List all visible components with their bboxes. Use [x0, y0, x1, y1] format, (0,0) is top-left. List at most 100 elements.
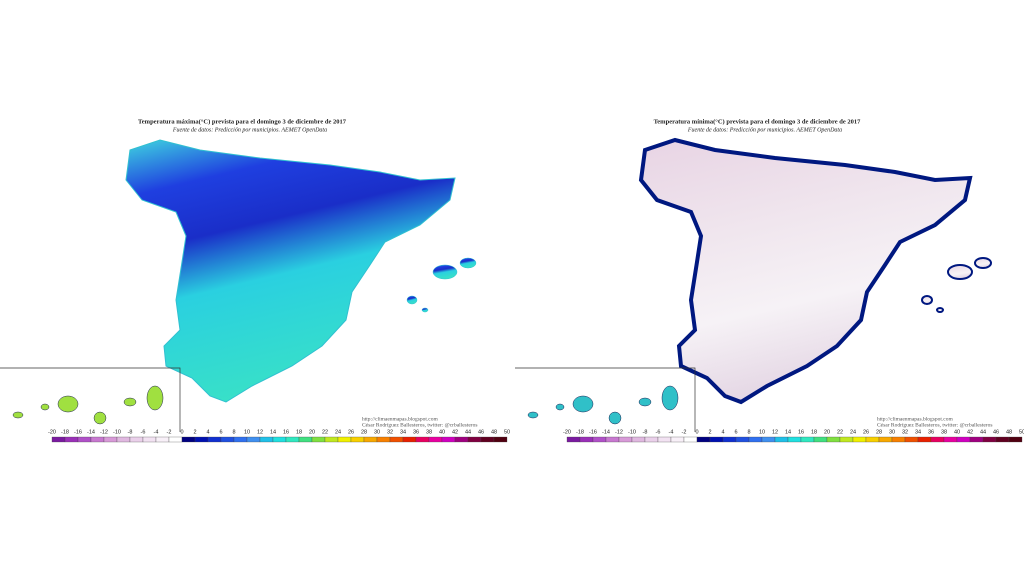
scale-swatch	[142, 436, 157, 443]
island	[57, 395, 79, 413]
scale-label: -20	[563, 429, 571, 435]
scale-label: 0	[695, 429, 698, 435]
scale-swatch	[441, 436, 456, 443]
map-source: Fuente de datos: Predicción por municipi…	[687, 127, 842, 133]
scale-label: 8	[232, 429, 235, 435]
island	[12, 411, 24, 419]
scale-swatch	[826, 436, 841, 443]
scale-label: 10	[244, 429, 250, 435]
scale-label: 32	[387, 429, 393, 435]
island	[638, 397, 652, 407]
map-region	[125, 139, 456, 403]
scale-swatch	[839, 436, 854, 443]
scale-label: 50	[1019, 429, 1024, 435]
map-title: Temperatura mínima(°C) prevista para el …	[654, 118, 862, 125]
scale-label: 0	[180, 429, 183, 435]
scale-label: 2	[193, 429, 196, 435]
scale-label: 20	[824, 429, 830, 435]
scale-swatch	[454, 436, 469, 443]
scale-swatch	[800, 436, 815, 443]
scale-swatch	[605, 436, 620, 443]
scale-swatch	[774, 436, 789, 443]
scale-label: -6	[141, 429, 146, 435]
scale-label: 18	[811, 429, 817, 435]
scale-swatch	[402, 436, 417, 443]
scale-swatch	[813, 436, 828, 443]
scale-label: 24	[850, 429, 856, 435]
scale-swatch	[735, 436, 750, 443]
scale-swatch	[930, 436, 945, 443]
scale-swatch	[852, 436, 867, 443]
scale-label: 8	[747, 429, 750, 435]
scale-swatch	[592, 436, 607, 443]
scale-label: 14	[785, 429, 791, 435]
scale-label: 44	[980, 429, 986, 435]
scale-label: 48	[491, 429, 497, 435]
scale-swatch	[865, 436, 880, 443]
scale-swatch	[272, 436, 287, 443]
scale-swatch	[969, 436, 984, 443]
scale-swatch	[748, 436, 763, 443]
island	[93, 411, 107, 425]
scale-swatch	[878, 436, 893, 443]
scale-swatch	[618, 436, 633, 443]
scale-label: 32	[902, 429, 908, 435]
map-region	[638, 137, 973, 405]
scale-swatch	[761, 436, 776, 443]
scale-label: 4	[206, 429, 209, 435]
scale-label: 46	[478, 429, 484, 435]
scale-swatch	[220, 436, 235, 443]
scale-swatch	[285, 436, 300, 443]
scale-swatch	[311, 436, 326, 443]
scale-label: 42	[967, 429, 973, 435]
map-title: Temperatura máxima(°C) prevista para el …	[138, 118, 347, 125]
scale-label: -14	[602, 429, 610, 435]
scale-swatch	[657, 436, 672, 443]
scale-label: 16	[283, 429, 289, 435]
scale-swatch	[168, 436, 183, 443]
credit: http://climaenmapas.blogspot.com	[877, 416, 953, 422]
scale-label: -18	[61, 429, 69, 435]
island	[572, 395, 594, 413]
scale-swatch	[415, 436, 430, 443]
scale-label: -10	[628, 429, 636, 435]
island	[936, 307, 944, 313]
scale-swatch	[233, 436, 248, 443]
scale-label: 28	[361, 429, 367, 435]
scale-label: 10	[759, 429, 765, 435]
scale-label: -8	[643, 429, 648, 435]
scale-swatch	[670, 436, 685, 443]
scale-label: -6	[656, 429, 661, 435]
island	[555, 403, 565, 411]
scale-label: 20	[309, 429, 315, 435]
inset-frame	[0, 367, 181, 432]
scale-swatch	[116, 436, 131, 443]
scale-swatch	[194, 436, 209, 443]
island	[974, 257, 992, 269]
scale-label: 38	[941, 429, 947, 435]
scale-label: 28	[876, 429, 882, 435]
island	[406, 295, 418, 305]
scale-swatch	[467, 436, 482, 443]
scale-label: 38	[426, 429, 432, 435]
scale-label: -12	[615, 429, 623, 435]
scale-swatch	[363, 436, 378, 443]
scale-swatch	[77, 436, 92, 443]
scale-swatch	[337, 436, 352, 443]
scale-label: -4	[669, 429, 674, 435]
scale-label: 26	[348, 429, 354, 435]
island	[146, 385, 164, 411]
scale-swatch	[787, 436, 802, 443]
scale-swatch	[709, 436, 724, 443]
scale-swatch	[376, 436, 391, 443]
scale-label: -14	[87, 429, 95, 435]
scale-swatch	[566, 436, 581, 443]
scale-label: 2	[708, 429, 711, 435]
scale-label: 16	[798, 429, 804, 435]
scale-label: 22	[837, 429, 843, 435]
scale-label: 34	[915, 429, 921, 435]
scale-label: 30	[374, 429, 380, 435]
island	[608, 411, 622, 425]
scale-label: 6	[734, 429, 737, 435]
scale-label: -8	[128, 429, 133, 435]
